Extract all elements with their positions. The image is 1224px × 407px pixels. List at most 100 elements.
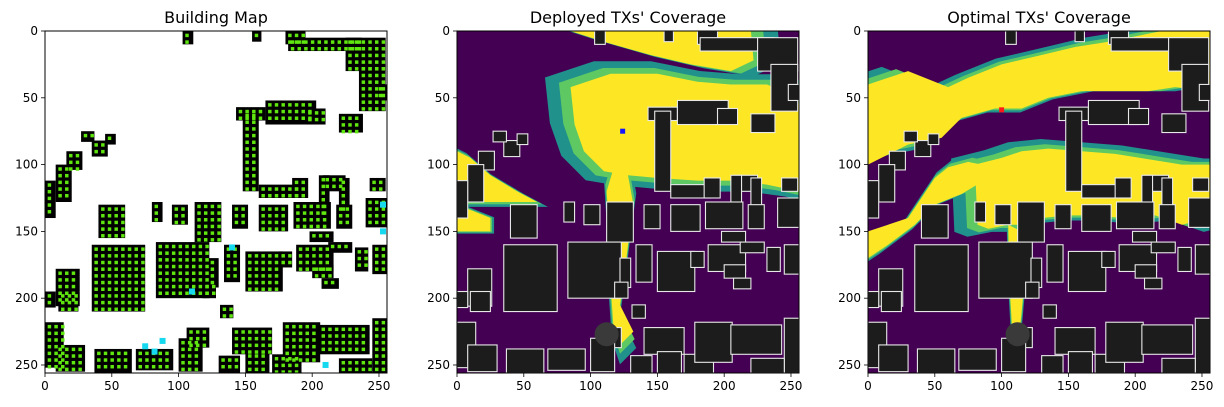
candidate-tx-point [134, 294, 138, 298]
candidate-tx-point [245, 153, 249, 158]
candidate-tx-point [324, 47, 328, 51]
building [232, 327, 273, 355]
building [1192, 177, 1210, 192]
x-tick-label: 50 [927, 379, 942, 393]
building [1042, 304, 1057, 319]
candidate-tx-point [75, 153, 80, 158]
candidate-tx-point [361, 53, 366, 58]
candidate-tx-point [361, 60, 366, 64]
candidate-tx-point [121, 274, 125, 278]
candidate-tx-point [165, 284, 169, 289]
building [630, 355, 653, 373]
candidate-tx-point [67, 294, 72, 298]
candidate-tx-point [171, 264, 176, 269]
candidate-tx-point [348, 53, 352, 58]
candidate-tx-point [171, 271, 176, 275]
candidate-tx-point [191, 258, 196, 262]
candidate-tx-point [187, 347, 192, 352]
candidate-tx-point [203, 218, 208, 222]
candidate-tx-point [345, 207, 350, 211]
candidate-tx-point [374, 340, 379, 345]
candidate-tx-point [158, 364, 163, 369]
building [606, 201, 634, 243]
candidate-tx-point [123, 351, 128, 356]
building [1158, 204, 1176, 230]
candidate-tx-point [368, 53, 372, 58]
candidate-tx-point [354, 60, 359, 64]
candidate-tx-point [75, 160, 80, 165]
building [750, 357, 785, 373]
candidate-tx-point [101, 227, 105, 231]
building [1134, 264, 1158, 279]
candidate-tx-point [69, 153, 73, 158]
candidate-tx-point [368, 207, 372, 211]
candidate-tx-point [158, 264, 163, 269]
candidate-tx-point [245, 109, 249, 114]
candidate-tx-point [321, 117, 326, 122]
candidate-tx-point [312, 344, 316, 349]
candidate-tx-point [107, 280, 112, 285]
candidate-tx-point [354, 123, 359, 127]
candidate-tx-point [195, 330, 200, 334]
candidate-tx-point [305, 247, 309, 251]
candidate-tx-point [103, 351, 108, 356]
candidate-tx-point [141, 300, 145, 305]
candidate-tx-point [234, 358, 239, 362]
candidate-tx-point [374, 200, 379, 205]
candidate-tx-point [198, 251, 203, 255]
candidate-tx-point [107, 220, 112, 225]
candidate-tx-point [354, 360, 359, 365]
candidate-tx-point [197, 224, 201, 229]
candidate-tx-point [334, 327, 339, 332]
candidate-tx-point [268, 267, 272, 271]
building [45, 291, 56, 308]
tx-marker [999, 107, 1005, 113]
candidate-tx-point [348, 340, 352, 345]
y-tick-label: 100 [427, 158, 450, 172]
candidate-tx-point [134, 307, 138, 312]
candidate-tx-point [348, 116, 352, 120]
candidate-tx-point [210, 274, 215, 278]
candidate-tx-point [205, 278, 209, 282]
heatmap-image [45, 31, 387, 373]
candidate-tx-point [341, 340, 346, 345]
building [372, 318, 387, 373]
building [194, 202, 222, 243]
building [321, 278, 339, 289]
candidate-tx-point [328, 340, 332, 345]
candidate-tx-point [348, 67, 352, 71]
candidate-tx-point [217, 238, 221, 242]
candidate-tx-point [141, 254, 145, 258]
candidate-tx-point [171, 258, 176, 262]
candidate-tx-point [58, 367, 62, 372]
candidate-tx-point [381, 93, 386, 98]
candidate-tx-point [314, 267, 319, 271]
candidate-tx-point [268, 287, 272, 291]
candidate-tx-point [181, 340, 185, 345]
candidate-tx-point [368, 40, 372, 44]
candidate-tx-point [338, 184, 343, 189]
candidate-tx-point [238, 116, 243, 120]
candidate-tx-point [361, 107, 366, 111]
candidate-tx-point [328, 327, 332, 332]
candidate-tx-point [357, 256, 362, 261]
candidate-tx-point [107, 294, 112, 298]
candidate-tx-point [348, 47, 352, 51]
building [1127, 107, 1150, 126]
candidate-tx-point [97, 358, 101, 362]
candidate-tx-point [268, 254, 272, 258]
candidate-tx-point [198, 244, 203, 249]
candidate-tx-point [154, 211, 159, 215]
candidate-tx-point [281, 370, 285, 373]
candidate-tx-point [316, 224, 320, 229]
candidate-tx-point [165, 271, 169, 275]
candidate-tx-point [114, 220, 118, 225]
candidate-tx-point [114, 300, 118, 305]
candidate-tx-point [165, 358, 169, 362]
y-tick-label: 150 [838, 224, 861, 238]
candidate-tx-point [65, 298, 69, 302]
candidate-tx-point [205, 258, 209, 262]
building [703, 177, 721, 199]
